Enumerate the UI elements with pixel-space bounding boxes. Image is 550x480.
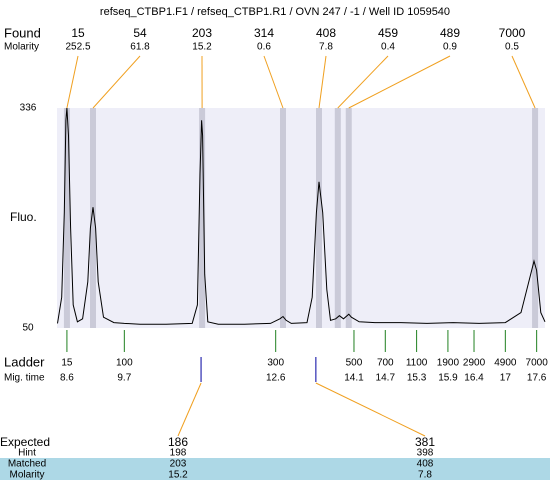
found-size: 54 xyxy=(133,26,147,40)
connector xyxy=(263,55,284,109)
connector xyxy=(315,382,426,437)
connector xyxy=(92,55,141,109)
found-molarity: 0.9 xyxy=(443,42,457,53)
ladder-size: 7000 xyxy=(526,358,549,369)
molarity: 15.2 xyxy=(168,470,188,480)
found-size: 408 xyxy=(316,26,336,40)
matched: 203 xyxy=(170,459,187,470)
found-molarity: 0.6 xyxy=(257,42,271,53)
connector xyxy=(511,55,536,109)
y-tick-label: 50 xyxy=(22,323,34,334)
plot-area xyxy=(57,108,545,328)
peak-band xyxy=(532,108,539,328)
ladder-time: 15.3 xyxy=(407,373,427,384)
y-label: Fluo. xyxy=(10,210,37,224)
ladder-size: 500 xyxy=(346,358,363,369)
found-size: 489 xyxy=(440,26,460,40)
peak-band xyxy=(279,108,286,328)
ladder-time: 15.9 xyxy=(438,373,458,384)
found-molarity: 0.5 xyxy=(505,42,519,53)
ladder-size: 100 xyxy=(116,358,133,369)
ladder-size: 700 xyxy=(377,358,394,369)
found-molarity: 7.8 xyxy=(319,42,333,53)
found-size: 15 xyxy=(71,26,85,40)
y-tick-label: 336 xyxy=(20,103,37,114)
ladder-size: 2900 xyxy=(463,358,486,369)
chart-title: refseq_CTBP1.F1 / refseq_CTBP1.R1 / OVN … xyxy=(100,6,450,18)
found-size: 7000 xyxy=(499,26,526,40)
expected-label: Expected xyxy=(0,435,50,449)
peak-band xyxy=(345,108,352,328)
ladder-time: 14.7 xyxy=(376,373,396,384)
peak-band xyxy=(199,108,206,328)
ladder-size: 4900 xyxy=(494,358,517,369)
ladder-time: 8.6 xyxy=(60,373,74,384)
row-label: Matched xyxy=(8,459,46,470)
ladder-size: 15 xyxy=(61,358,73,369)
found-size: 459 xyxy=(378,26,398,40)
connector xyxy=(318,55,327,109)
ladder-time: 9.7 xyxy=(117,373,131,384)
trace xyxy=(57,107,546,325)
ladder-time: 17 xyxy=(500,373,512,384)
row-label: Hint xyxy=(18,448,36,459)
molarity-label: Molarity xyxy=(4,42,39,53)
connector xyxy=(66,55,79,109)
peak-band xyxy=(316,108,323,328)
molarity: 7.8 xyxy=(418,470,432,480)
ladder-time: 14.1 xyxy=(344,373,364,384)
molarity-row xyxy=(0,469,550,480)
found-size: 314 xyxy=(254,26,274,40)
hint: 198 xyxy=(170,448,187,459)
found-molarity: 0.4 xyxy=(381,42,395,53)
connector xyxy=(177,382,202,437)
hint: 398 xyxy=(417,448,434,459)
ladder-time: 12.6 xyxy=(266,373,286,384)
ladder-time: 16.4 xyxy=(464,373,484,384)
found-molarity: 61.8 xyxy=(130,42,150,53)
peak-band xyxy=(90,108,97,328)
found-size: 203 xyxy=(192,26,212,40)
peak-band xyxy=(334,108,341,328)
found-label: Found xyxy=(4,25,41,40)
time-label: Mig. time xyxy=(4,373,45,384)
expected-size: 186 xyxy=(168,435,188,449)
connector xyxy=(337,55,389,109)
connector xyxy=(348,55,451,109)
peak-band xyxy=(63,108,70,328)
found-molarity: 252.5 xyxy=(65,42,90,53)
found-molarity: 15.2 xyxy=(192,42,212,53)
expected-size: 381 xyxy=(415,435,435,449)
matched: 408 xyxy=(417,459,434,470)
ladder-label: Ladder xyxy=(4,354,45,369)
matched-row xyxy=(55,458,550,469)
ladder-size: 1100 xyxy=(406,358,428,369)
row-label: Molarity xyxy=(9,470,44,480)
ladder-size: 300 xyxy=(267,358,284,369)
ladder-size: 1900 xyxy=(437,358,460,369)
matched-row-left xyxy=(0,458,55,469)
ladder-time: 17.6 xyxy=(527,373,547,384)
